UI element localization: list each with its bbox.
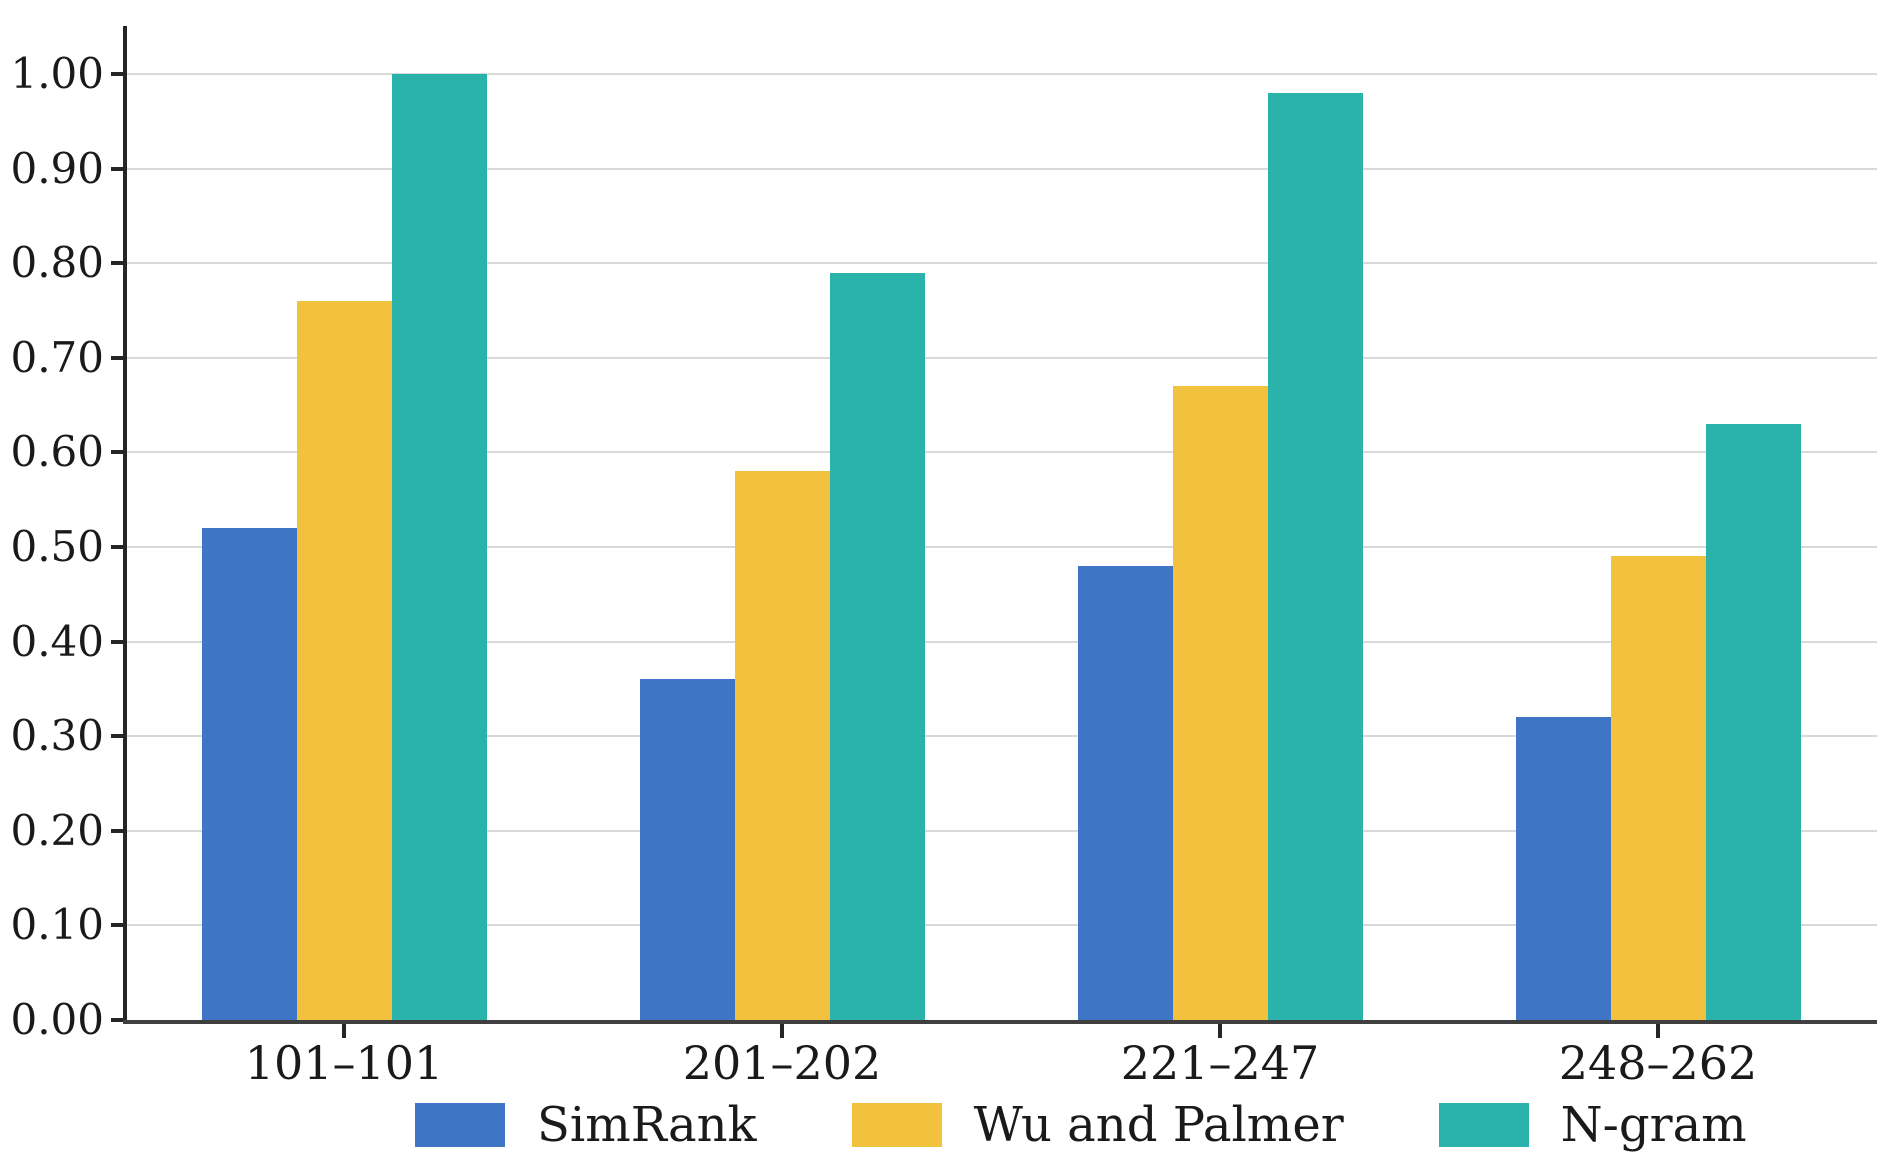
y-tick-0.90 [111, 166, 125, 171]
gridline-0.50 [125, 546, 1877, 548]
y-tick-label-0.60: 0.60 [10, 427, 104, 477]
y-tick-label-0.40: 0.40 [10, 616, 104, 666]
x-tick-label-221-247: 221–247 [1120, 1036, 1320, 1090]
x-tick-label-101-101: 101–101 [244, 1036, 444, 1090]
gridline-0.70 [125, 356, 1877, 359]
bar-wu-and-palmer-201-202 [735, 471, 830, 1020]
x-tick-248-262 [1656, 1022, 1660, 1038]
legend-swatch-n-gram [1438, 1103, 1529, 1147]
bar-simrank-248-262 [1516, 717, 1611, 1020]
legend-label-wu-and-palmer: Wu and Palmer [973, 1097, 1344, 1153]
y-tick-0.30 [111, 734, 125, 739]
y-tick-0.80 [111, 261, 125, 266]
x-tick-201-202 [780, 1022, 784, 1038]
y-tick-label-1.00: 1.00 [10, 49, 104, 98]
y-tick-label-0.00: 0.00 [10, 995, 104, 1044]
gridline-0.60 [125, 451, 1877, 454]
bar-n-gram-201-202 [830, 273, 925, 1020]
y-tick-0.10 [111, 923, 125, 928]
bar-wu-and-palmer-221-247 [1173, 386, 1268, 1020]
bar-simrank-221-247 [1078, 566, 1173, 1020]
legend-label-n-gram: N-gram [1560, 1097, 1747, 1153]
x-tick-101-101 [342, 1022, 346, 1038]
y-tick-label-0.20: 0.20 [10, 805, 104, 855]
gridline-0.80 [125, 262, 1877, 265]
legend-item-simrank: SimRank [415, 1101, 757, 1149]
y-tick-0.50 [111, 545, 125, 549]
bar-n-gram-101-101 [392, 74, 487, 1020]
gridline-0.10 [125, 924, 1877, 927]
gridline-0.20 [125, 829, 1877, 832]
bar-n-gram-248-262 [1706, 424, 1801, 1020]
gridline-0.40 [125, 640, 1877, 643]
x-tick-label-201-202: 201–202 [682, 1036, 882, 1090]
x-tick-221-247 [1218, 1022, 1222, 1038]
x-axis-spine [123, 1020, 1877, 1024]
y-tick-label-0.10: 0.10 [10, 900, 104, 950]
bar-wu-and-palmer-248-262 [1611, 556, 1706, 1020]
bar-simrank-101-101 [202, 528, 297, 1020]
y-tick-label-0.80: 0.80 [10, 238, 104, 288]
legend-item-wu-and-palmer: Wu and Palmer [851, 1097, 1344, 1153]
y-axis-spine [123, 26, 127, 1024]
y-tick-0.00 [111, 1018, 125, 1022]
y-tick-label-0.30: 0.30 [10, 711, 104, 761]
y-tick-0.20 [111, 828, 125, 833]
bar-n-gram-221-247 [1268, 93, 1363, 1020]
y-tick-0.70 [111, 355, 125, 360]
legend-label-simrank: SimRank [537, 1097, 757, 1153]
y-tick-label-0.70: 0.70 [10, 332, 104, 382]
y-tick-1.00 [111, 72, 125, 76]
y-tick-0.40 [111, 639, 125, 644]
legend-swatch-simrank [415, 1103, 505, 1147]
gridline-0.90 [125, 167, 1877, 170]
bar-simrank-201-202 [640, 679, 735, 1020]
legend-item-n-gram: N-gram [1438, 1097, 1747, 1153]
y-tick-0.60 [111, 450, 125, 455]
y-tick-label-0.90: 0.90 [10, 143, 104, 193]
legend: SimRank Wu and Palmer N-gram [415, 1096, 1747, 1154]
legend-swatch-wu-and-palmer [851, 1103, 942, 1147]
bar-wu-and-palmer-101-101 [297, 301, 392, 1020]
y-tick-label-0.50: 0.50 [10, 522, 104, 571]
gridline-0.30 [125, 735, 1877, 738]
x-tick-label-248-262: 248–262 [1558, 1036, 1758, 1090]
gridline-1.00 [125, 73, 1877, 75]
